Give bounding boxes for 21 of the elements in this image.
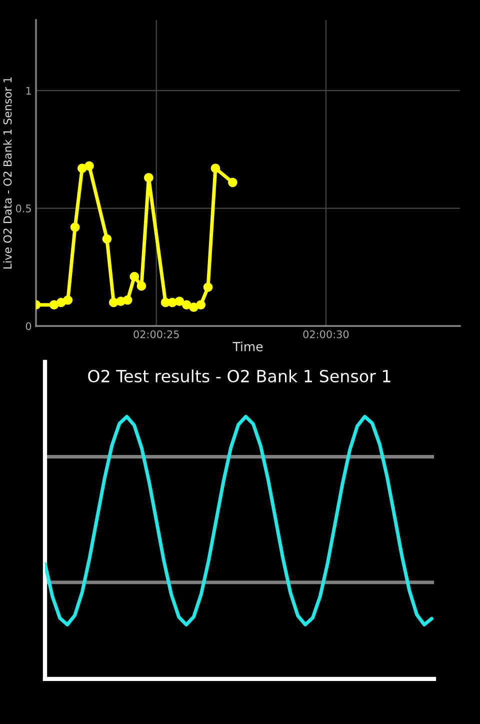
point	[210, 164, 220, 173]
x-axis-title: Time	[232, 342, 263, 352]
point	[70, 222, 80, 232]
y-tick-label: 1	[26, 86, 31, 95]
point	[130, 272, 140, 282]
x-tick-label: 02:00:30	[303, 330, 349, 338]
point	[84, 161, 94, 171]
point	[144, 173, 154, 182]
chart-title: O2 Test results - O2 Bank 1 Sensor 1	[88, 370, 390, 382]
point	[122, 295, 132, 305]
point	[102, 234, 112, 244]
point	[228, 178, 238, 188]
point	[196, 300, 206, 310]
point	[174, 296, 184, 306]
y-axis-title: Live O2 Data - O2 Bank 1 Sensor 1	[3, 77, 12, 269]
x-tick-label: 02:00:25	[134, 330, 179, 338]
point	[63, 295, 73, 305]
point	[136, 281, 146, 291]
y-tick-label: 0.5	[16, 204, 31, 212]
y-tick-label: 0	[26, 322, 32, 330]
point	[203, 282, 213, 292]
